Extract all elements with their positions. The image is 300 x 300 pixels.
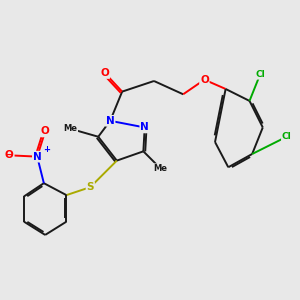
Text: Cl: Cl [255, 70, 265, 79]
Text: N: N [33, 152, 42, 162]
Text: O: O [200, 75, 209, 85]
Text: N: N [140, 122, 149, 132]
Text: Me: Me [154, 164, 168, 173]
Text: O: O [41, 126, 50, 136]
Text: O: O [100, 68, 109, 78]
Text: Cl: Cl [282, 132, 292, 141]
Text: +: + [43, 145, 50, 154]
Text: S: S [86, 182, 94, 192]
Text: O: O [5, 150, 14, 160]
Text: N: N [106, 116, 115, 126]
Text: −: − [4, 150, 13, 160]
Text: Me: Me [63, 124, 77, 133]
